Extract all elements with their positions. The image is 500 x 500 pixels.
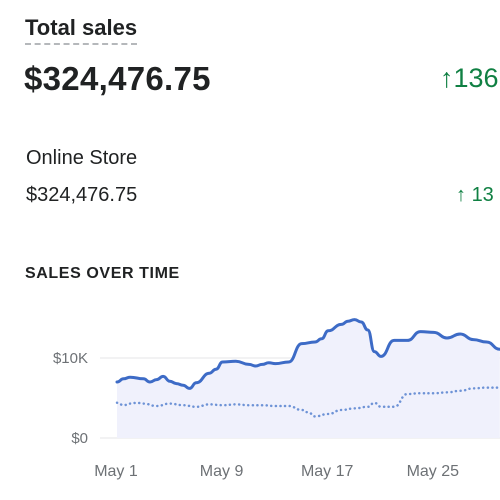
arrow-up-icon: ↑ — [440, 63, 454, 93]
x-tick-label: May 1 — [94, 463, 138, 480]
x-tick-label: May 17 — [301, 463, 354, 480]
arrow-up-icon: ↑ — [456, 184, 466, 206]
y-tick-label: $10K — [53, 350, 88, 367]
current-series-line[interactable] — [115, 318, 500, 390]
total-sales-value: $324,476.75 — [24, 60, 211, 97]
online-store-change: ↑ 13 — [456, 184, 500, 207]
online-store-label: Online Store — [26, 147, 138, 169]
total-change-value: 136 — [453, 63, 499, 93]
y-tick-label: $0 — [71, 430, 88, 447]
section-heading: SALES OVER TIME — [25, 265, 180, 282]
online-store-change-value: 13 — [471, 184, 494, 206]
online-store-value: $324,476.75 — [26, 184, 138, 206]
total-sales-change: ↑136 — [440, 63, 500, 94]
x-tick-label: May 9 — [200, 463, 244, 480]
report-title[interactable]: Total sales — [25, 16, 138, 45]
sales-area-fill — [117, 319, 500, 438]
x-tick-label: May 25 — [407, 463, 460, 480]
sales-over-time-chart[interactable]: $10K $0 May 1 May 9 May 17 May 25 — [0, 300, 500, 500]
